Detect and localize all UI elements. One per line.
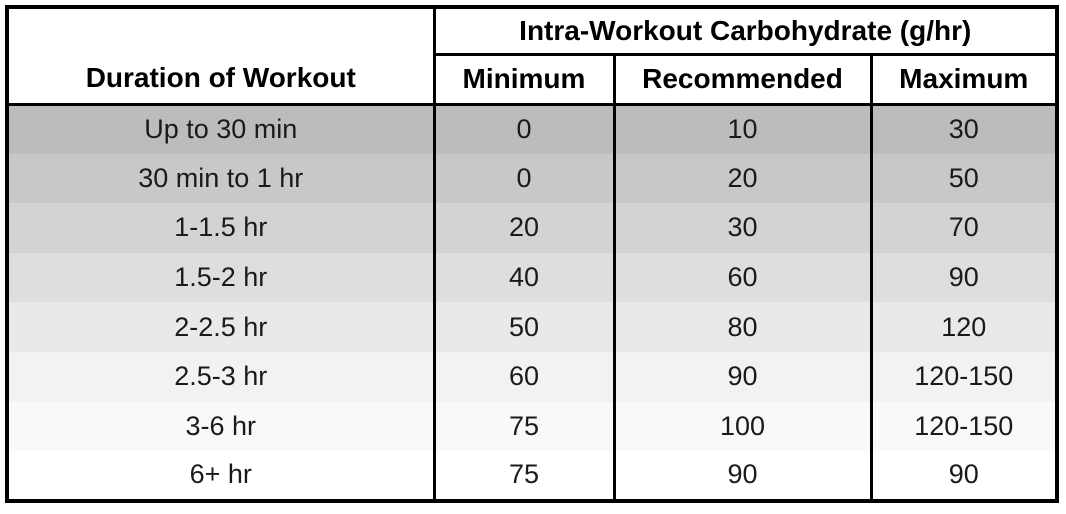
recommended-cell: 80 xyxy=(612,302,873,352)
recommended-cell: 20 xyxy=(612,153,873,204)
minimum-column-header: Minimum xyxy=(432,54,616,106)
table-row: 2-2.5 hr 50 80 120 xyxy=(5,302,1059,352)
minimum-cell: 50 xyxy=(432,302,616,352)
span-header-row: Duration of Workout Intra-Workout Carboh… xyxy=(5,7,1059,106)
recommended-cell: 30 xyxy=(612,203,873,253)
duration-cell: 1.5-2 hr xyxy=(5,252,436,303)
maximum-cell: 50 xyxy=(869,153,1059,204)
duration-cell: 6+ hr xyxy=(5,451,436,501)
recommended-cell: 10 xyxy=(612,104,873,154)
table-header: Duration of Workout Intra-Workout Carboh… xyxy=(5,7,1059,106)
duration-cell: 2.5-3 hr xyxy=(5,351,436,402)
maximum-cell: 70 xyxy=(869,203,1059,253)
table-row: Up to 30 min 0 10 30 xyxy=(5,104,1059,154)
table-body: Up to 30 min 0 10 30 30 min to 1 hr 0 20 50 1-1.… xyxy=(5,104,1059,501)
duration-cell: 30 min to 1 hr xyxy=(5,153,436,204)
sub-header-row: Minimum Recommended Maximum xyxy=(7,54,1059,106)
duration-cell: 1-1.5 hr xyxy=(5,203,436,253)
carbohydrate-table-page: Duration of Workout Intra-Workout Carboh… xyxy=(5,5,1059,503)
table-row: 1.5-2 hr 40 60 90 xyxy=(5,252,1059,303)
table-row: 30 min to 1 hr 0 20 50 xyxy=(5,153,1059,204)
recommended-cell: 90 xyxy=(612,451,873,501)
minimum-cell: 40 xyxy=(432,252,616,303)
carbohydrate-table: Duration of Workout Intra-Workout Carboh… xyxy=(5,5,1059,503)
recommended-column-header: Recommended xyxy=(612,54,873,106)
maximum-cell: 120-150 xyxy=(869,401,1059,452)
duration-header-cell: Duration of Workout xyxy=(5,7,436,106)
minimum-cell: 60 xyxy=(432,351,616,402)
minimum-cell: 75 xyxy=(432,401,616,452)
span-header-label: Intra-Workout Carbohydrate (g/hr) xyxy=(432,7,1059,56)
table-row: 3-6 hr 75 100 120-150 xyxy=(5,401,1059,452)
maximum-cell: 120 xyxy=(869,302,1059,352)
duration-cell: 3-6 hr xyxy=(5,401,436,452)
minimum-cell: 20 xyxy=(432,203,616,253)
recommended-cell: 60 xyxy=(612,252,873,303)
maximum-cell: 90 xyxy=(869,451,1059,501)
recommended-cell: 90 xyxy=(612,351,873,402)
maximum-column-header: Maximum xyxy=(869,54,1059,106)
minimum-cell: 75 xyxy=(432,451,616,501)
maximum-cell: 120-150 xyxy=(869,351,1059,402)
duration-cell: Up to 30 min xyxy=(5,104,436,154)
table-row: 1-1.5 hr 20 30 70 xyxy=(5,203,1059,253)
minimum-cell: 0 xyxy=(432,104,616,154)
duration-header-label: Duration of Workout xyxy=(85,61,356,93)
maximum-cell: 90 xyxy=(869,252,1059,303)
recommended-cell: 100 xyxy=(612,401,873,452)
table-row: 2.5-3 hr 60 90 120-150 xyxy=(5,351,1059,402)
duration-cell: 2-2.5 hr xyxy=(5,302,436,352)
minimum-cell: 0 xyxy=(432,153,616,204)
table-row: 6+ hr 75 90 90 xyxy=(5,451,1059,501)
maximum-cell: 30 xyxy=(869,104,1059,154)
